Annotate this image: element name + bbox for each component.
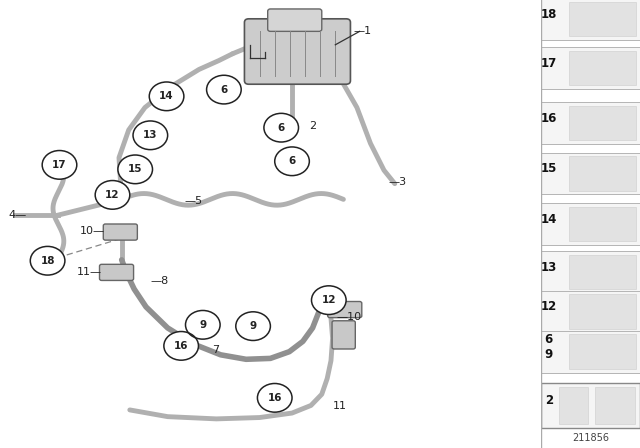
Text: 13: 13 [143, 130, 157, 140]
FancyBboxPatch shape [268, 9, 322, 31]
Text: 6: 6 [278, 123, 285, 133]
Text: —8: —8 [151, 276, 169, 286]
Text: 12: 12 [321, 295, 336, 305]
Circle shape [257, 383, 292, 412]
Text: 13: 13 [541, 261, 557, 274]
Circle shape [264, 113, 298, 142]
FancyBboxPatch shape [568, 156, 636, 191]
Text: 16: 16 [541, 112, 557, 125]
Circle shape [312, 286, 346, 314]
Circle shape [236, 312, 270, 340]
FancyBboxPatch shape [541, 251, 640, 293]
Text: —1: —1 [353, 26, 371, 36]
FancyBboxPatch shape [99, 264, 134, 280]
Text: 18: 18 [40, 256, 55, 266]
FancyBboxPatch shape [541, 290, 640, 332]
FancyBboxPatch shape [559, 387, 588, 424]
Text: 16: 16 [174, 341, 188, 351]
Text: —3: —3 [388, 177, 406, 187]
FancyBboxPatch shape [541, 0, 640, 40]
Text: 18: 18 [541, 8, 557, 21]
FancyBboxPatch shape [568, 106, 636, 141]
FancyBboxPatch shape [568, 294, 636, 329]
Text: 6: 6 [289, 156, 296, 166]
Text: 15: 15 [128, 164, 143, 174]
Text: 17: 17 [52, 160, 67, 170]
Circle shape [30, 246, 65, 275]
Text: 15: 15 [541, 162, 557, 176]
FancyBboxPatch shape [244, 19, 351, 84]
FancyBboxPatch shape [595, 387, 635, 424]
Text: 11—: 11— [77, 267, 102, 277]
Text: 9: 9 [199, 320, 206, 330]
Text: 16: 16 [268, 393, 282, 403]
Text: 14: 14 [541, 213, 557, 226]
Text: 6: 6 [220, 85, 227, 95]
Text: 12: 12 [105, 190, 120, 200]
Text: 211856: 211856 [572, 433, 609, 443]
Text: —5: —5 [184, 196, 203, 206]
Text: 9: 9 [250, 321, 257, 331]
FancyBboxPatch shape [541, 103, 640, 144]
Text: —10: —10 [336, 312, 362, 322]
Circle shape [118, 155, 152, 184]
FancyBboxPatch shape [541, 331, 640, 373]
FancyBboxPatch shape [332, 321, 355, 349]
FancyBboxPatch shape [568, 207, 636, 241]
Text: 2: 2 [309, 121, 316, 131]
Text: 4—: 4— [8, 210, 26, 220]
FancyBboxPatch shape [103, 224, 138, 240]
FancyBboxPatch shape [328, 302, 362, 318]
FancyBboxPatch shape [541, 47, 640, 89]
FancyBboxPatch shape [541, 152, 640, 194]
FancyBboxPatch shape [541, 383, 640, 428]
Text: 10—: 10— [79, 226, 104, 236]
Text: 17: 17 [541, 57, 557, 70]
Circle shape [149, 82, 184, 111]
Circle shape [95, 181, 130, 209]
FancyBboxPatch shape [568, 51, 636, 85]
Text: 7: 7 [212, 345, 219, 355]
Circle shape [164, 332, 198, 360]
Circle shape [133, 121, 168, 150]
Text: 6
9: 6 9 [545, 333, 553, 361]
Text: 12: 12 [541, 300, 557, 314]
Text: 2: 2 [545, 394, 553, 408]
Circle shape [275, 147, 309, 176]
Text: 11: 11 [333, 401, 347, 411]
FancyBboxPatch shape [568, 254, 636, 289]
FancyBboxPatch shape [568, 2, 636, 36]
FancyBboxPatch shape [568, 334, 636, 369]
FancyBboxPatch shape [541, 203, 640, 245]
Text: 14: 14 [159, 91, 174, 101]
Circle shape [186, 310, 220, 339]
Circle shape [42, 151, 77, 179]
Circle shape [207, 75, 241, 104]
